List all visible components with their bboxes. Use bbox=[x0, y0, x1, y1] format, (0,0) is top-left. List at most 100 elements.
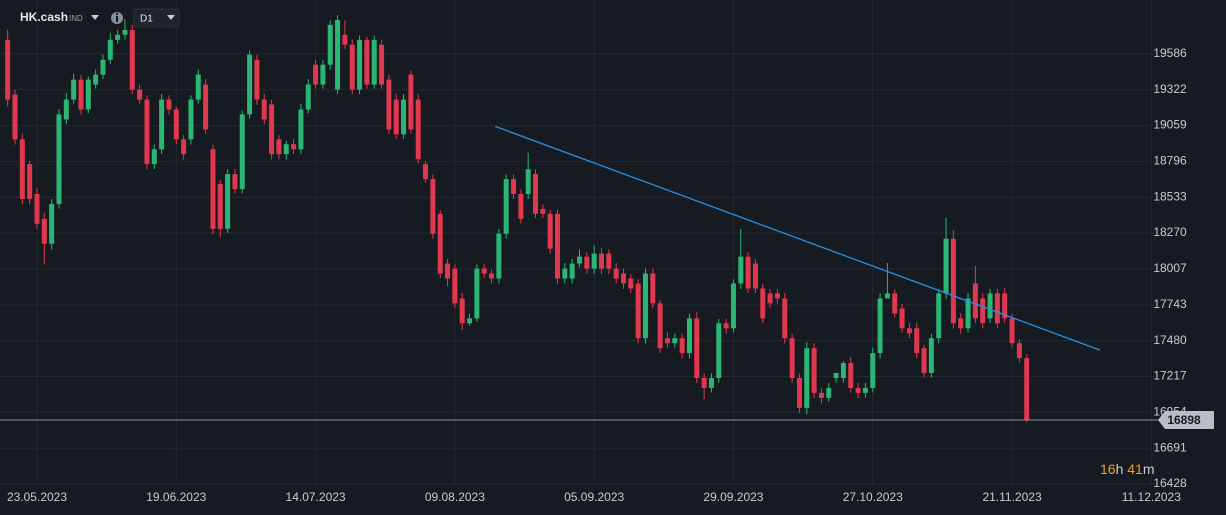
candle-body bbox=[283, 144, 289, 155]
y-tick-label: 16428 bbox=[1153, 476, 1187, 490]
last-price-label: 16898 bbox=[1167, 413, 1201, 427]
info-icon-bar bbox=[116, 16, 118, 22]
candle-body bbox=[379, 44, 385, 85]
candle-body bbox=[547, 213, 553, 249]
candle-body bbox=[752, 263, 758, 289]
candle-body bbox=[789, 338, 795, 379]
candle-body bbox=[767, 293, 773, 304]
marks: 16898 bbox=[0, 15, 1214, 429]
y-tick-label: 18007 bbox=[1153, 261, 1187, 275]
candle-body bbox=[774, 293, 780, 299]
trendline bbox=[494, 125, 1101, 351]
candle-body bbox=[269, 104, 275, 155]
candle-body bbox=[298, 109, 304, 150]
candle-body bbox=[71, 79, 77, 100]
candle-body bbox=[701, 378, 707, 388]
candle-body bbox=[848, 363, 854, 388]
candle-body bbox=[672, 338, 678, 344]
candle-body bbox=[210, 149, 216, 229]
candle-body bbox=[972, 283, 978, 319]
candle-body bbox=[760, 288, 766, 319]
candle-body bbox=[173, 109, 179, 140]
candle-body bbox=[459, 298, 465, 324]
candle-body bbox=[870, 353, 876, 388]
info-icon-dot bbox=[116, 13, 118, 15]
candle-body bbox=[540, 208, 546, 214]
candle-body bbox=[122, 29, 128, 35]
candle-body bbox=[85, 79, 91, 110]
candle-body bbox=[19, 139, 25, 199]
candle-body bbox=[650, 273, 656, 304]
candle-body bbox=[833, 372, 839, 379]
timeframe[interactable]: D1 bbox=[140, 14, 153, 25]
candle-body bbox=[730, 283, 736, 329]
countdown-minutes: 41 bbox=[1127, 461, 1143, 477]
candle-body bbox=[987, 293, 993, 319]
x-tick-label: 27.10.2023 bbox=[843, 490, 903, 504]
candle-body bbox=[12, 94, 18, 140]
candle-body bbox=[217, 184, 223, 229]
candle-body bbox=[892, 293, 898, 314]
symbol[interactable]: HK.cash bbox=[20, 10, 68, 24]
candle-body bbox=[56, 114, 62, 204]
candle-body bbox=[1002, 293, 1008, 319]
candle-body bbox=[78, 79, 84, 110]
timeframe-box[interactable] bbox=[133, 8, 180, 28]
candle-body bbox=[914, 328, 920, 354]
candle-body bbox=[598, 253, 604, 269]
candle-body bbox=[994, 293, 1000, 324]
candle-body bbox=[503, 179, 509, 234]
candle-body bbox=[195, 74, 201, 100]
timeframe-arrow[interactable] bbox=[167, 15, 175, 20]
candle-body bbox=[562, 268, 568, 279]
candle-body bbox=[877, 298, 883, 354]
candle-body bbox=[928, 338, 934, 373]
candle-body bbox=[49, 203, 55, 244]
y-tick-label: 18533 bbox=[1153, 189, 1187, 203]
candle-body bbox=[63, 99, 69, 120]
countdown: 16h 41m bbox=[1100, 461, 1155, 477]
candle-body bbox=[884, 293, 890, 299]
candle-body bbox=[694, 318, 700, 379]
candle-body bbox=[569, 263, 575, 279]
x-tick-label: 29.09.2023 bbox=[703, 490, 763, 504]
countdown-hours: 16 bbox=[1100, 461, 1116, 477]
candle-body bbox=[525, 169, 531, 194]
candle-body bbox=[467, 318, 473, 324]
countdown-h: h bbox=[1116, 461, 1124, 477]
candle-body bbox=[796, 378, 802, 408]
y-tick-label: 19059 bbox=[1153, 118, 1187, 132]
candle-body bbox=[401, 99, 407, 135]
candle-body bbox=[100, 59, 106, 75]
candle-body bbox=[723, 323, 729, 329]
candle-body bbox=[716, 323, 722, 379]
candle-body bbox=[247, 54, 253, 115]
dropdown-arrow[interactable] bbox=[91, 15, 99, 20]
candle-body bbox=[921, 348, 927, 373]
candle-body bbox=[393, 99, 399, 135]
candle-body bbox=[679, 338, 685, 354]
candle-body bbox=[291, 144, 297, 150]
candle-body bbox=[613, 268, 619, 279]
y-tick-label: 17480 bbox=[1153, 333, 1187, 347]
candle-body bbox=[1009, 318, 1015, 344]
candle-body bbox=[840, 363, 846, 379]
candle-body bbox=[950, 238, 956, 324]
candle-body bbox=[862, 387, 868, 393]
candle-body bbox=[474, 268, 480, 319]
candle-body bbox=[5, 39, 11, 100]
y-tick-label: 19586 bbox=[1153, 46, 1187, 60]
y-tick-label: 18796 bbox=[1153, 154, 1187, 168]
candle-body bbox=[657, 303, 663, 349]
candle-body bbox=[782, 298, 788, 339]
candle-body bbox=[965, 298, 971, 329]
candle-body bbox=[93, 74, 99, 85]
y-tick-label: 17217 bbox=[1153, 369, 1187, 383]
candle-body bbox=[232, 174, 238, 190]
y-tick-label: 17743 bbox=[1153, 297, 1187, 311]
candle-body bbox=[415, 99, 421, 160]
candle-body bbox=[481, 268, 487, 274]
x-tick-label: 21.11.2023 bbox=[982, 490, 1041, 504]
candle-body bbox=[606, 253, 612, 269]
